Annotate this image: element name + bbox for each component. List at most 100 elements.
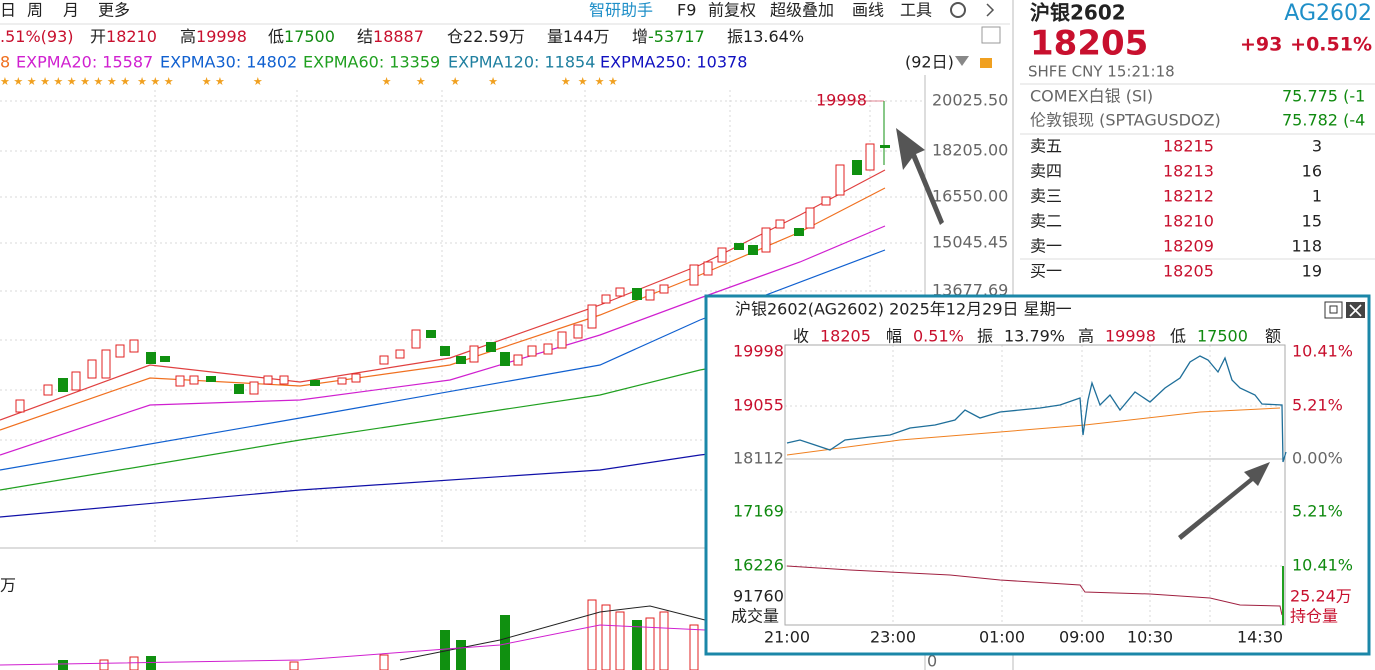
time-label: 01:00 (979, 628, 1025, 647)
order-book: 卖五 18215 3 卖四 18213 16 卖三 18212 1 卖二 18210 15 卖一 1820… (1030, 137, 1322, 281)
book-level: 买一 (1030, 262, 1062, 281)
book-qty: 118 (1291, 237, 1322, 256)
wp-icon[interactable] (981, 26, 1001, 44)
price-change-pct: +0.51% (1290, 34, 1372, 56)
maximize-button[interactable] (1324, 301, 1343, 319)
period-tab[interactable]: 月 (63, 1, 79, 20)
volume-unit: 万 (0, 576, 16, 595)
popup-title: 沪银2602(AG2602) 2025年12月29日 星期一 (735, 300, 1072, 319)
stat-label: 收 (793, 327, 809, 346)
book-qty: 1 (1312, 187, 1322, 206)
ema-bar: 8 EXPMA20: 15587 EXPMA30: 14802 EXPMA60: 13… (0, 53, 747, 72)
period-count[interactable]: (92日) (905, 53, 954, 72)
tool-button[interactable]: 画线 (852, 1, 884, 20)
next-icon[interactable] (986, 3, 995, 17)
time-axis: 21:00 23:00 01:00 09:00 10:30 14:30 (764, 628, 1283, 647)
ema-label: EXPMA120: 11854 (448, 53, 595, 72)
ema-label: EXPMA60: 13359 (303, 53, 440, 72)
stat-label: 低 (1170, 327, 1186, 346)
popup-stats: 收 18205 幅 0.51% 振 13.79% 高 19998 低 17500 额 (793, 327, 1281, 346)
intraday-popup: 沪银2602(AG2602) 2025年12月29日 星期一 收 18205 幅 0.… (704, 294, 1371, 656)
book-price: 18215 (1163, 137, 1214, 156)
price-change: +93 (1240, 34, 1282, 56)
price-axis-label: 20025.50 (932, 91, 1008, 110)
price-axis-label: 18205.00 (932, 141, 1008, 160)
pct-label: 5.21% (1292, 396, 1343, 415)
stat-value: 17500 (1197, 327, 1248, 346)
stat-value: 19998 (1105, 327, 1156, 346)
time-label: 10:30 (1127, 628, 1173, 647)
reference-name: 伦敦银现 (SPTAGUSDOZ) (1030, 111, 1221, 130)
stat-value: 13.79% (1004, 327, 1065, 346)
pct-label: 0.00% (1292, 449, 1343, 468)
instrument-code: AG2602 (1284, 1, 1372, 26)
dropdown-icon[interactable] (955, 56, 969, 66)
quote-bar: .51%(93) 开18210 高19998 低17500 结18887 仓22… (0, 27, 804, 46)
book-qty: 3 (1312, 137, 1322, 156)
time-label: 09:00 (1059, 628, 1105, 647)
instrument-name: 沪银2602 (1030, 1, 1126, 25)
ema-label: 8 (0, 53, 10, 72)
book-qty: 16 (1302, 162, 1322, 181)
pct-label: 5.21% (1292, 502, 1343, 521)
tool-button[interactable]: 前复权 (708, 1, 756, 20)
stat-label: 额 (1265, 327, 1281, 346)
volume-title: 成交量 (731, 607, 779, 626)
book-level: 卖一 (1030, 237, 1062, 256)
stat-label: 振 (977, 327, 993, 346)
book-price: 18205 (1163, 262, 1214, 281)
oi-label: 25.24万 (1290, 587, 1352, 606)
tool-button[interactable]: 超级叠加 (770, 1, 834, 20)
period-tab[interactable]: 周 (27, 1, 43, 20)
tool-button[interactable]: 智研助手 (589, 1, 653, 20)
lock-icon[interactable] (980, 58, 992, 68)
settings-icon[interactable] (950, 2, 966, 18)
price-label: 19055 (733, 396, 784, 415)
stat-value: 0.51% (913, 327, 964, 346)
exchange-meta: SHFE CNY 15:21:18 (1028, 63, 1175, 81)
ema-label: EXPMA30: 14802 (160, 53, 297, 72)
pct-label: 10.41% (1292, 556, 1353, 575)
candles (15, 100, 890, 413)
volume-label: 91760 (733, 587, 784, 606)
price-label: 19998 (733, 342, 784, 361)
price-label: 18112 (733, 449, 784, 468)
book-price: 18209 (1163, 237, 1214, 256)
price-label: 17169 (733, 502, 784, 521)
reference-value: 75.782 (-4 (1282, 111, 1365, 130)
oi-title: 持仓量 (1290, 607, 1338, 626)
arrow (1178, 462, 1270, 540)
arrow (896, 128, 944, 225)
book-price: 18213 (1163, 162, 1214, 181)
book-level: 卖四 (1030, 162, 1062, 181)
book-price: 18212 (1163, 187, 1214, 206)
period-tab[interactable]: 更多 (98, 1, 130, 20)
price-label: 16226 (733, 556, 784, 575)
stars: ★ ★ ★ ★ ★ ★ ★ ★ ★ ★ ★ ★ ★ ★ ★ ★ ★ ★ ★ ★ … (0, 75, 618, 88)
time-label: 14:30 (1237, 628, 1283, 647)
ema-label: EXPMA250: 10378 (600, 53, 747, 72)
book-qty: 19 (1302, 262, 1322, 281)
last-price: 18205 (1030, 24, 1148, 64)
reference-value: 75.775 (-1 (1282, 87, 1365, 106)
pct-label: 10.41% (1292, 342, 1353, 361)
book-level: 卖三 (1030, 187, 1062, 206)
volume-bars (0, 599, 706, 670)
time-label: 21:00 (764, 628, 810, 647)
stat-label: 高 (1078, 327, 1094, 346)
ema-label: EXPMA20: 15587 (16, 53, 153, 72)
high-annotation: 19998 (816, 91, 867, 110)
period-tab[interactable]: 日 (0, 1, 16, 20)
book-level: 卖二 (1030, 212, 1062, 231)
tool-button[interactable]: 工具 (900, 1, 932, 20)
price-axis-label: 16550.00 (932, 187, 1008, 206)
book-level: 卖五 (1030, 137, 1062, 156)
reference-name: COMEX白银 (SI) (1030, 87, 1153, 106)
price-axis-label: 15045.45 (932, 233, 1008, 252)
volume-axis-label: 0 (927, 652, 937, 670)
book-qty: 15 (1302, 212, 1322, 231)
tool-button[interactable]: F9 (677, 1, 696, 20)
time-label: 23:00 (870, 628, 916, 647)
stat-label: 幅 (886, 327, 902, 346)
